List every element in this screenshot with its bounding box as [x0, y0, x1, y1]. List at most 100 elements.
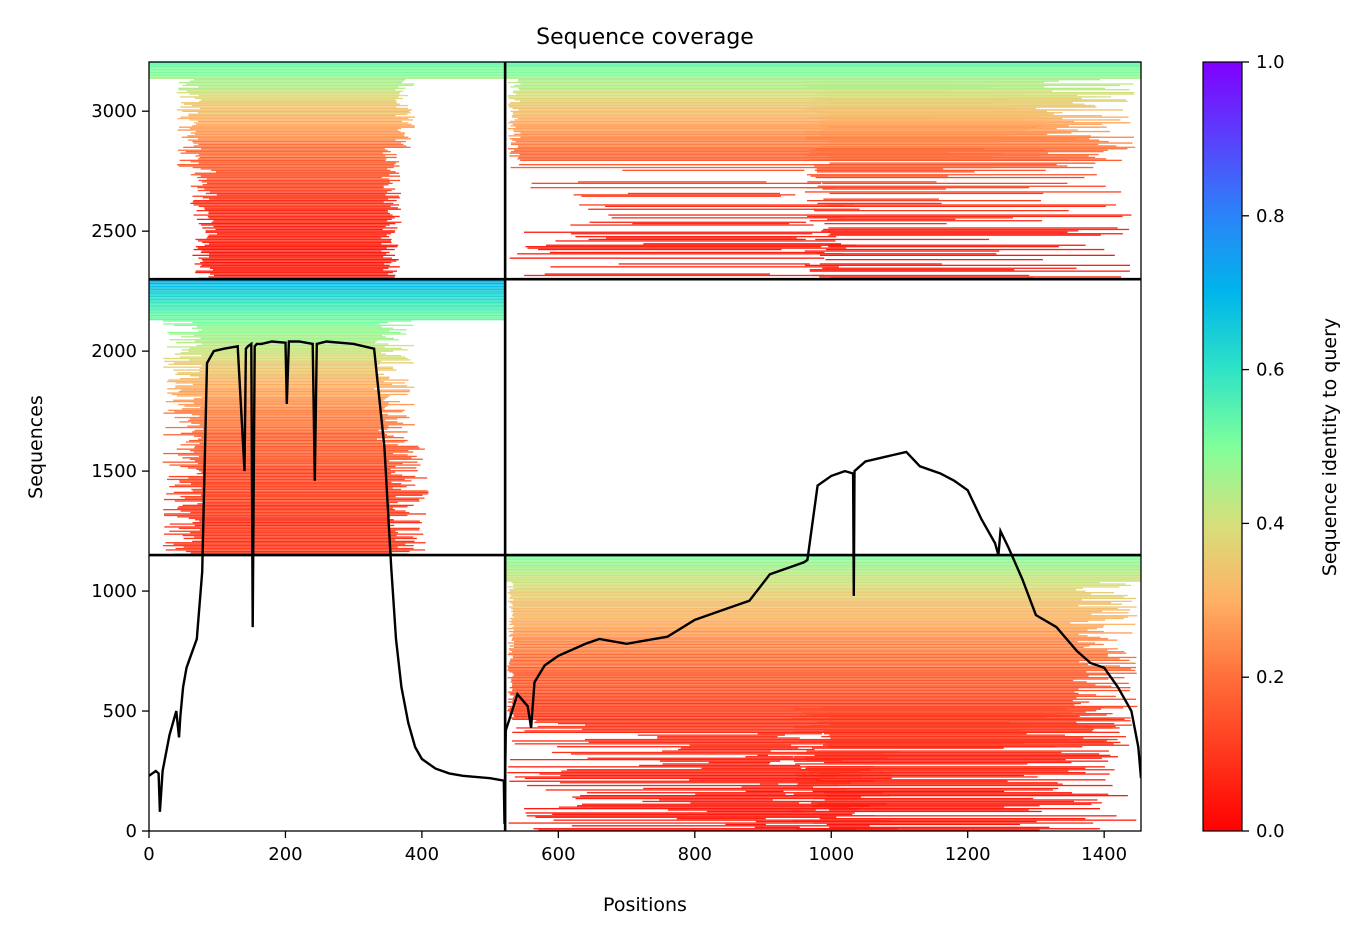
heatmap-strip — [167, 392, 381, 394]
heatmap-strip — [197, 240, 391, 242]
heatmap-strip — [814, 210, 1069, 212]
heatmap-strip — [194, 429, 379, 432]
heatmap-strip — [510, 166, 1094, 169]
heatmap-strip — [185, 441, 405, 443]
heatmap-strip — [205, 230, 396, 232]
heatmap-strip — [184, 405, 388, 407]
heatmap-strip — [531, 182, 822, 184]
heatmap-strip — [511, 610, 1103, 612]
heatmap-strip — [199, 367, 394, 370]
heatmap-strip — [561, 770, 860, 772]
heatmap-strip — [189, 450, 409, 452]
heatmap-strip — [192, 540, 415, 542]
heatmap-strip — [509, 257, 825, 259]
heatmap-strip — [173, 543, 406, 545]
heatmap-strip — [190, 174, 390, 176]
heatmap-strip — [214, 274, 396, 277]
heatmap-strip — [510, 120, 1075, 123]
heatmap-strip — [821, 129, 1023, 131]
heatmap-strip — [814, 754, 1111, 756]
heatmap-strip — [508, 94, 1078, 97]
heatmap-strip — [823, 744, 1130, 746]
heatmap-strip — [198, 120, 402, 123]
heatmap-strip — [193, 204, 400, 206]
heatmap-strip — [149, 69, 506, 71]
heatmap-strip — [208, 217, 395, 219]
heatmap-strip — [194, 133, 405, 135]
heatmap-strip — [745, 790, 784, 792]
heatmap-strip — [505, 67, 1141, 69]
heatmap-strip — [828, 227, 1118, 229]
x-tick-label: 200 — [268, 844, 302, 865]
heatmap-strip — [512, 603, 1122, 605]
heatmap-strip — [149, 314, 506, 316]
heatmap-strip — [505, 576, 1141, 578]
heatmap-strip — [515, 140, 1109, 143]
heatmap-strip — [149, 298, 506, 301]
heatmap-strip — [581, 195, 781, 197]
heatmap-strip — [209, 191, 388, 193]
heatmap-strip — [524, 808, 858, 810]
heatmap-strip — [149, 301, 506, 303]
heatmap-strip — [511, 142, 1133, 144]
heatmap-strip — [198, 138, 411, 140]
heatmap-strip — [509, 589, 1077, 591]
heatmap-strip — [507, 665, 1120, 667]
heatmap-strip — [149, 284, 506, 286]
heatmap-strip — [823, 733, 1027, 735]
x-axis-label: Positions — [603, 894, 687, 916]
heatmap-strip — [509, 138, 1077, 140]
heatmap-strip — [149, 281, 506, 283]
heatmap-strip — [586, 792, 883, 794]
heatmap-strip — [183, 146, 411, 148]
heatmap-strip — [817, 202, 942, 205]
heatmap-strip — [657, 736, 778, 738]
heatmap-strip — [149, 311, 506, 314]
heatmap-strip — [182, 84, 414, 87]
heatmap-strip — [825, 743, 1024, 745]
heatmap-strip — [608, 214, 819, 216]
heatmap-strip — [168, 409, 405, 411]
heatmap-strip — [622, 169, 805, 171]
heatmap-strip — [209, 198, 389, 200]
heatmap-strip — [508, 81, 1045, 84]
heatmap-strip — [209, 256, 384, 258]
heatmap-strip — [195, 238, 392, 241]
heatmap-strip — [188, 477, 428, 479]
heatmap-strip — [192, 140, 406, 143]
heatmap-strip — [174, 353, 386, 355]
heatmap-strip — [199, 520, 420, 522]
heatmap-strip — [515, 126, 1037, 128]
heatmap-strip — [509, 649, 1108, 651]
heatmap-strip — [181, 136, 409, 138]
heatmap-strip — [824, 106, 992, 108]
heatmap-strip — [182, 408, 385, 410]
heatmap-strip — [695, 793, 786, 795]
heatmap-strip — [505, 561, 1141, 564]
heatmap-strip — [171, 393, 408, 396]
heatmap-strip — [510, 86, 1045, 88]
heatmap-strip — [184, 497, 425, 499]
coverage-heatmap — [149, 62, 1141, 831]
heatmap-strip — [514, 133, 1048, 135]
heatmap-strip — [176, 92, 401, 94]
heatmap-strip — [513, 674, 1111, 676]
heatmap-strip — [524, 274, 824, 277]
heatmap-strip — [826, 795, 1128, 797]
heatmap-strip — [201, 99, 396, 101]
heatmap-strip — [195, 130, 401, 133]
heatmap-strip — [558, 806, 849, 808]
heatmap-strip — [200, 494, 423, 496]
heatmap-strip — [176, 395, 391, 397]
heatmap-strip — [807, 766, 1105, 768]
heatmap-strip — [505, 570, 1141, 572]
heatmap-strip — [505, 66, 1141, 68]
heatmap-strip — [193, 142, 402, 144]
heatmap-strip — [509, 597, 1137, 600]
heatmap-strip — [190, 532, 398, 534]
chart-title: Sequence coverage — [536, 25, 754, 50]
heatmap-strip — [662, 750, 771, 752]
heatmap-strip — [510, 125, 1069, 127]
heatmap-strip — [197, 112, 411, 114]
heatmap-strip — [810, 159, 1069, 161]
